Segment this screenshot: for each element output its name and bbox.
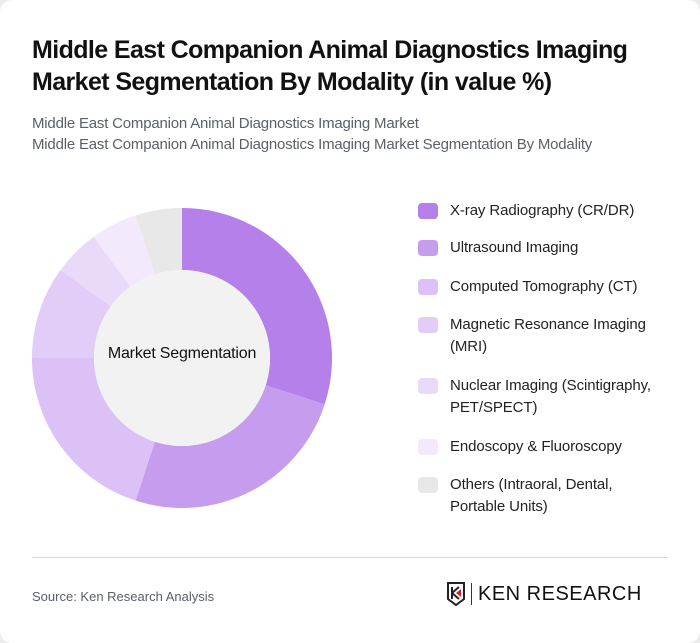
legend-swatch-icon: [418, 378, 438, 394]
legend-label: Others (Intraoral, Dental, Portable Unit…: [450, 476, 613, 515]
legend-label: Nuclear Imaging (Scintigraphy, PET/SPECT…: [450, 377, 651, 416]
subtitle-line-1: Middle East Companion Animal Diagnostics…: [32, 115, 419, 132]
subtitle-line-2: Middle East Companion Animal Diagnostics…: [32, 136, 593, 153]
footer-divider: [32, 557, 668, 558]
donut-slice[interactable]: [93, 215, 155, 287]
logo-text: KEN RESEARCH: [478, 582, 642, 605]
donut-svg: [31, 208, 332, 508]
donut-slice[interactable]: [32, 269, 111, 358]
legend-swatch-icon: [418, 439, 438, 455]
ken-shield-icon: [447, 582, 465, 606]
legend-label: Magnetic Resonance Imaging (MRI): [450, 316, 646, 355]
logo-separator: [471, 583, 472, 605]
legend-swatch-icon: [418, 240, 438, 256]
legend-label: Endoscopy & Fluoroscopy: [450, 438, 622, 455]
legend-item[interactable]: Computed Tomography (CT): [418, 276, 670, 298]
legend-swatch-icon: [418, 477, 438, 493]
legend-swatch-icon: [418, 317, 438, 333]
legend-label: X-ray Radiography (CR/DR): [450, 202, 635, 219]
donut-slice[interactable]: [135, 208, 182, 275]
donut-center: [94, 270, 270, 446]
chart-title: Middle East Companion Animal Diagnostics…: [32, 36, 628, 96]
donut-slice[interactable]: [182, 208, 332, 405]
donut-slice[interactable]: [31, 358, 155, 501]
legend-item[interactable]: Ultrasound Imaging: [418, 237, 670, 259]
donut-slice[interactable]: [135, 385, 325, 508]
source-text: Source: Ken Research Analysis: [32, 589, 215, 604]
donut-slice[interactable]: [60, 236, 131, 307]
donut-chart: Market Segmentation: [20, 195, 350, 525]
legend-item[interactable]: X-ray Radiography (CR/DR): [418, 200, 670, 222]
legend-label: Ultrasound Imaging: [450, 239, 579, 256]
legend-item[interactable]: Endoscopy & Fluoroscopy: [418, 436, 670, 458]
legend-item[interactable]: Others (Intraoral, Dental, Portable Unit…: [418, 474, 670, 518]
legend-swatch-icon: [418, 203, 438, 219]
legend-label: Computed Tomography (CT): [450, 278, 638, 295]
legend-item[interactable]: Nuclear Imaging (Scintigraphy, PET/SPECT…: [418, 375, 670, 419]
legend-item[interactable]: Magnetic Resonance Imaging (MRI): [418, 314, 670, 358]
legend-swatch-icon: [418, 279, 438, 295]
ken-research-logo: KEN RESEARCH: [446, 582, 642, 606]
chart-subtitle: Middle East Companion Animal Diagnostics…: [32, 113, 682, 155]
center-label: Market Segmentation: [107, 345, 257, 362]
